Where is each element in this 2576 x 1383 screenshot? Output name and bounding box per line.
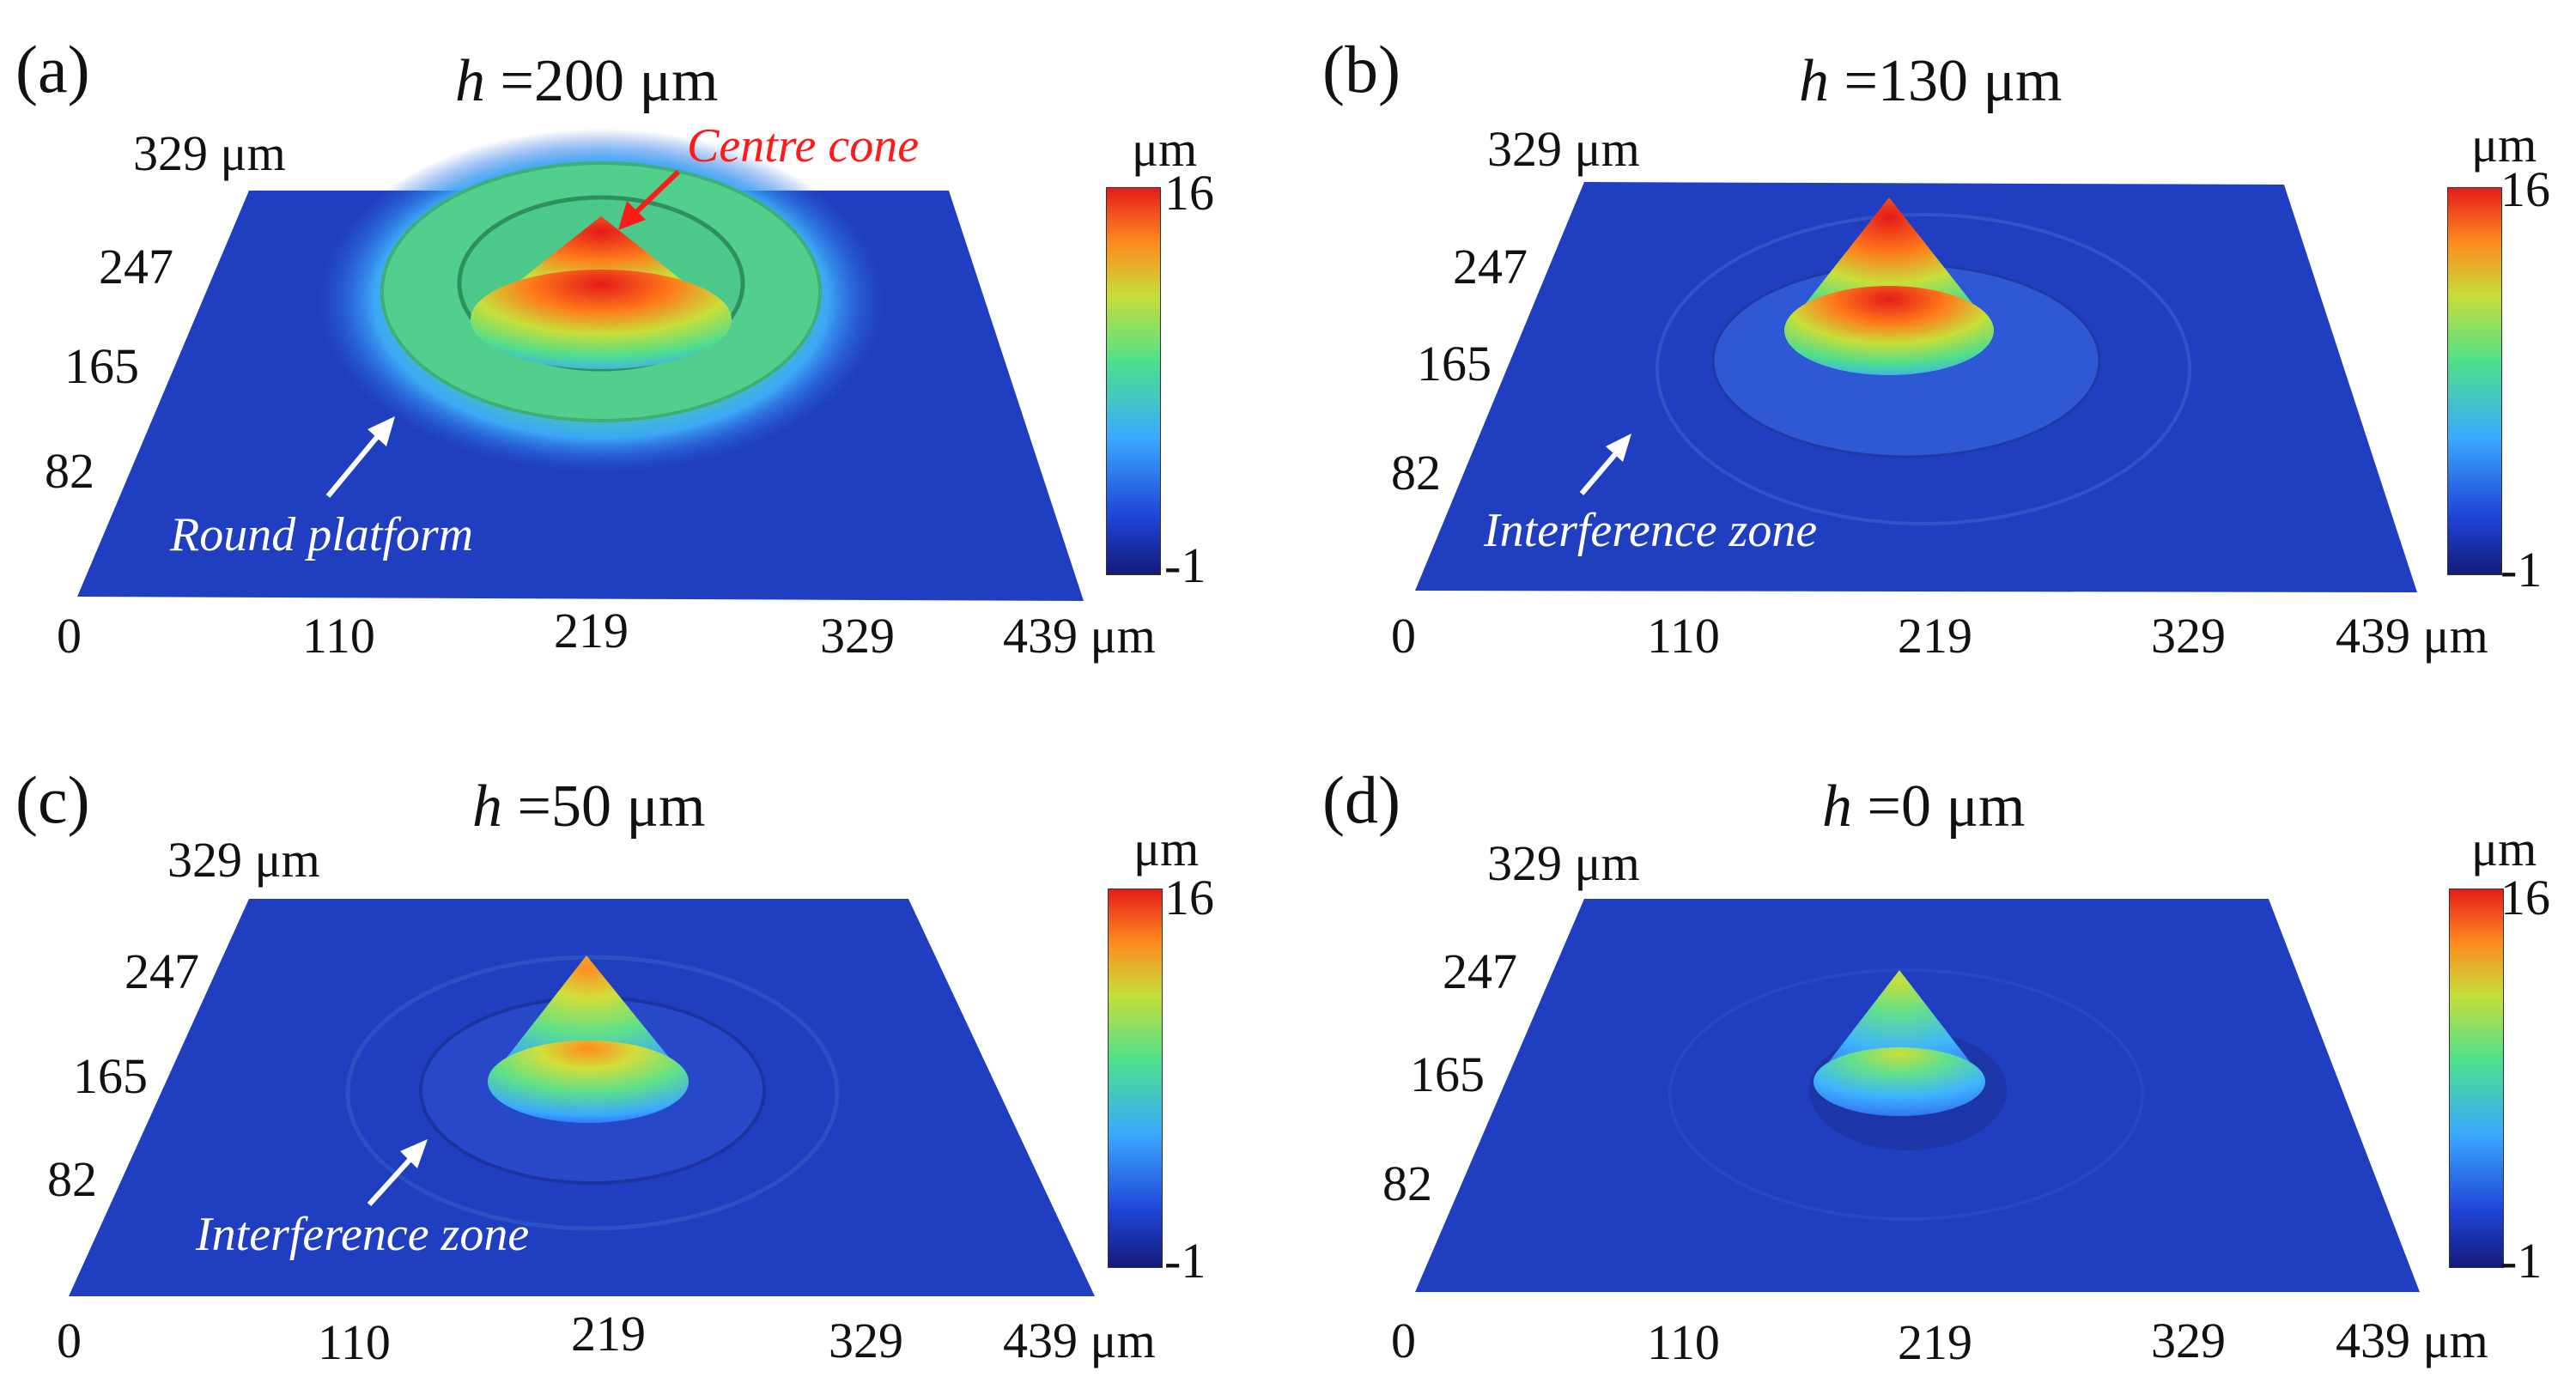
- x-tick: 219: [1898, 608, 1972, 664]
- panel-label: (d): [1322, 762, 1400, 837]
- panel-c: (c) h =50 μm 329 μm 247 165 82 0 110 219…: [0, 691, 1288, 1382]
- colorbar-unit: μm: [2471, 117, 2537, 173]
- y-top-label: 329 μm: [133, 125, 286, 181]
- surface-plot: [69, 899, 1095, 1296]
- x-tick: 0: [1391, 1313, 1416, 1368]
- y-top-label: 329 μm: [1487, 835, 1640, 891]
- x-tick-last: 439 μm: [1003, 1313, 1156, 1368]
- x-tick: 110: [318, 1314, 391, 1370]
- surface-plot: [1415, 182, 2417, 592]
- x-tick: 329: [820, 608, 895, 664]
- x-tick: 219: [571, 1306, 646, 1362]
- y-tick: 165: [64, 338, 139, 394]
- x-tick-last: 439 μm: [2336, 1313, 2488, 1368]
- annotation-round-platform: Round platform: [170, 508, 474, 561]
- colorbar-unit: μm: [2471, 821, 2537, 877]
- x-tick: 110: [1647, 1314, 1720, 1370]
- colorbar-max: 16: [2500, 161, 2550, 217]
- x-tick-last: 439 μm: [2336, 608, 2488, 664]
- colorbar: [2449, 889, 2504, 1268]
- x-tick: 219: [554, 603, 629, 658]
- x-tick: 329: [829, 1313, 903, 1368]
- panel-label: (a): [15, 32, 90, 106]
- x-tick: 219: [1898, 1314, 1972, 1370]
- annotation-interference-zone: Interference zone: [1484, 504, 1818, 557]
- panel-title: h =50 μm: [472, 777, 705, 837]
- y-tick: 82: [1382, 1156, 1432, 1211]
- x-tick: 329: [2151, 608, 2226, 664]
- title-variable: h: [472, 773, 502, 840]
- panel-d: (d) h =0 μm 329 μm 247 165 82 0 110 219 …: [1288, 691, 2576, 1382]
- x-tick: 0: [57, 1313, 82, 1368]
- title-value: =130 μm: [1829, 48, 2063, 114]
- panel-label: (c): [15, 762, 90, 837]
- y-tick: 247: [125, 943, 199, 999]
- y-tick: 247: [1443, 943, 1517, 999]
- panel-a: (a) h =200 μm 329 μm 247 165 82 0 110 21…: [0, 0, 1288, 691]
- x-tick: 329: [2151, 1313, 2226, 1368]
- colorbar-max: 16: [2500, 870, 2550, 925]
- y-tick: 247: [1453, 239, 1528, 294]
- surface-plot: [77, 129, 1084, 601]
- y-top-label: 329 μm: [167, 832, 320, 888]
- y-tick: 82: [47, 1151, 97, 1207]
- colorbar-min: -1: [2500, 542, 2543, 597]
- y-tick: 165: [1417, 336, 1492, 391]
- colorbar: [1106, 187, 1161, 575]
- y-tick: 165: [73, 1048, 148, 1104]
- colorbar-unit: μm: [1132, 121, 1198, 177]
- title-variable: h: [1822, 773, 1852, 840]
- colorbar-min: -1: [2500, 1233, 2543, 1289]
- colorbar-max: 16: [1164, 870, 1214, 925]
- colorbar-max: 16: [1164, 165, 1214, 221]
- x-tick: 0: [1391, 608, 1416, 664]
- arrow-centre-cone: [618, 169, 681, 230]
- annotation-interference-zone: Interference zone: [196, 1208, 530, 1261]
- colorbar: [1108, 889, 1163, 1268]
- y-tick: 82: [1391, 445, 1441, 500]
- colorbar: [2447, 187, 2502, 575]
- y-tick: 247: [99, 239, 173, 294]
- title-value: =200 μm: [485, 48, 719, 114]
- surface-plot: [1415, 899, 2420, 1292]
- panel-b: (b) h =130 μm 329 μm 247 165 82 0 110 21…: [1288, 0, 2576, 691]
- annotation-centre-cone: Centre cone: [687, 119, 920, 173]
- title-value: =50 μm: [502, 773, 706, 840]
- panel-title: h =130 μm: [1799, 52, 2062, 112]
- colorbar-unit: μm: [1133, 821, 1200, 877]
- arrow-round-platform: [325, 416, 395, 498]
- panel-label: (b): [1322, 32, 1400, 106]
- x-tick-last: 439 μm: [1003, 608, 1156, 664]
- title-value: =0 μm: [1852, 773, 2026, 840]
- panel-title: h =200 μm: [455, 52, 718, 112]
- arrow-interference-zone: [367, 1139, 428, 1207]
- y-tick: 82: [45, 443, 94, 499]
- colorbar-min: -1: [1164, 1233, 1206, 1289]
- panel-title: h =0 μm: [1822, 777, 2025, 837]
- title-variable: h: [1799, 48, 1829, 114]
- x-tick: 110: [302, 608, 375, 664]
- x-tick: 0: [57, 608, 82, 664]
- y-top-label: 329 μm: [1487, 121, 1640, 177]
- colorbar-min: -1: [1164, 537, 1206, 593]
- x-tick: 110: [1647, 608, 1720, 664]
- y-tick: 165: [1410, 1046, 1485, 1102]
- title-variable: h: [455, 48, 485, 114]
- arrow-interference-zone: [1579, 434, 1631, 495]
